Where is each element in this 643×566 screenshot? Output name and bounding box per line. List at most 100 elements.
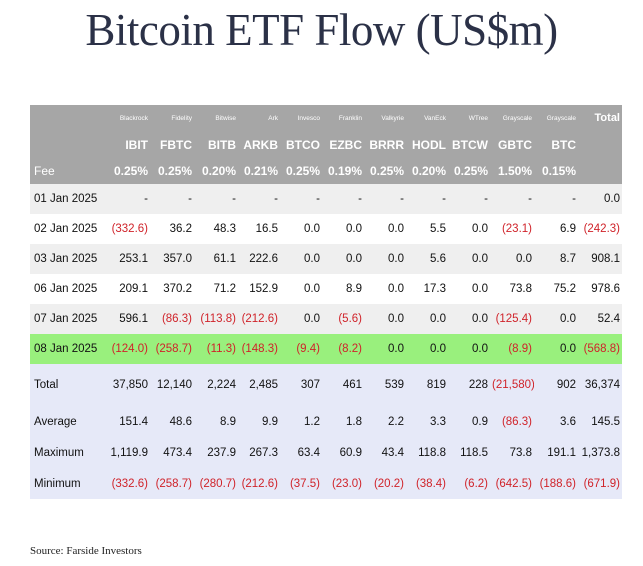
issuer-name: VanEck xyxy=(406,105,448,131)
summary-value: 2,224 xyxy=(194,364,238,406)
flow-value: 48.3 xyxy=(213,223,236,235)
summary-value: (37.5) xyxy=(280,468,322,499)
summary-value: 267.3 xyxy=(238,437,280,468)
summary-value: (38.4) xyxy=(406,468,448,499)
summary-total: 145.5 xyxy=(578,406,622,437)
flow-value: 5.6 xyxy=(406,244,448,274)
ticker-label: FBTC xyxy=(150,131,194,158)
summary-value: (21,580) xyxy=(490,364,534,406)
flow-value: 0.0 xyxy=(406,304,448,334)
flow-value: (148.3) xyxy=(238,334,280,364)
flow-value: 17.3 xyxy=(423,283,446,295)
summary-value: (332.6) xyxy=(105,468,150,499)
page-title: Bitcoin ETF Flow (US$m) xyxy=(85,5,558,55)
flow-value: 0.0 xyxy=(534,334,578,364)
flow-value: 0.0 xyxy=(346,223,362,235)
flow-value: - xyxy=(406,184,448,214)
flow-value: - xyxy=(105,184,150,214)
flow-value: - xyxy=(490,184,534,214)
flow-value: 253.1 xyxy=(105,244,150,274)
flow-value: - xyxy=(194,184,238,214)
fee-value: 0.25% xyxy=(105,158,150,184)
flow-value: - xyxy=(238,184,280,214)
flow-value: 0.0 xyxy=(304,283,320,295)
summary-value: 2,485 xyxy=(238,364,280,406)
summary-value: (6.2) xyxy=(448,468,490,499)
flow-value: 0.0 xyxy=(280,244,322,274)
summary-value: 307 xyxy=(280,364,322,406)
flow-value: 75.2 xyxy=(553,283,576,295)
flow-value: - xyxy=(448,184,490,214)
issuer-header-row: Blackrock Fidelity Bitwise Ark Invesco Frankl… xyxy=(30,105,622,131)
flow-value: 36.2 xyxy=(169,223,192,235)
issuer-name: Franklin xyxy=(322,105,364,131)
issuer-name: Fidelity xyxy=(150,105,194,131)
flow-value: 0.0 xyxy=(304,223,320,235)
flow-value: 0.0 xyxy=(448,304,490,334)
flow-value: 0.0 xyxy=(406,334,448,364)
issuer-name: Grayscale xyxy=(534,105,578,131)
summary-value: 37,850 xyxy=(105,364,150,406)
summary-value: 539 xyxy=(364,364,406,406)
row-date: 06 Jan 2025 xyxy=(34,283,98,295)
flow-value: (5.6) xyxy=(322,304,364,334)
issuer-name: Valkyrie xyxy=(364,105,406,131)
flow-value: (11.3) xyxy=(194,334,238,364)
summary-value: 151.4 xyxy=(105,406,150,437)
summary-value: 9.9 xyxy=(238,406,280,437)
ticker-label: GBTC xyxy=(490,131,534,158)
issuer-name: Bitwise xyxy=(194,105,238,131)
summary-total: (671.9) xyxy=(578,468,622,499)
flow-value: (9.4) xyxy=(280,334,322,364)
summary-value: 43.4 xyxy=(364,437,406,468)
flow-value: 6.9 xyxy=(560,223,576,235)
flow-value: 357.0 xyxy=(150,244,194,274)
ticker-label: HODL xyxy=(406,131,448,158)
ticker-label: BRRR xyxy=(364,131,406,158)
row-total: (568.8) xyxy=(578,334,622,364)
issuer-name: Blackrock xyxy=(105,105,150,131)
summary-value: (642.5) xyxy=(490,468,534,499)
fee-value: 0.20% xyxy=(406,158,448,184)
flow-value: (125.4) xyxy=(490,304,534,334)
flow-value: 0.0 xyxy=(472,223,488,235)
summary-value: 73.8 xyxy=(490,437,534,468)
flow-value: 71.2 xyxy=(213,283,236,295)
table-row: 08 Jan 2025 (124.0) (258.7) (11.3) (148.3) (9… xyxy=(30,334,622,364)
issuer-name: Ark xyxy=(238,105,280,131)
summary-value: 1.8 xyxy=(322,406,364,437)
flow-value: 0.0 xyxy=(448,244,490,274)
summary-value: 902 xyxy=(534,364,578,406)
ticker-header-row: IBIT FBTC BITB ARKB BTCO EZBC BRRR HODL BTCW GBTC… xyxy=(30,131,622,158)
summary-value: 60.9 xyxy=(322,437,364,468)
row-date: 08 Jan 2025 xyxy=(30,334,105,364)
summary-value: 118.8 xyxy=(406,437,448,468)
summary-value: (212.6) xyxy=(238,468,280,499)
flow-value: 0.0 xyxy=(280,304,322,334)
row-date: 07 Jan 2025 xyxy=(30,304,105,334)
flow-value: (23.1) xyxy=(501,223,532,235)
flow-value: 596.1 xyxy=(105,304,150,334)
summary-row: Total 37,850 12,140 2,224 2,485 307 461 539 819 2… xyxy=(30,364,622,406)
issuer-name: Invesco xyxy=(280,105,322,131)
flow-value: - xyxy=(280,184,322,214)
flow-value: (8.9) xyxy=(490,334,534,364)
summary-value: (23.0) xyxy=(322,468,364,499)
summary-row: Maximum 1,119.9 473.4 237.9 267.3 63.4 60.9 43.… xyxy=(30,437,622,468)
flow-value: 0.0 xyxy=(388,283,404,295)
header-corner xyxy=(30,131,105,158)
summary-label: Average xyxy=(30,406,105,437)
fee-value: 1.50% xyxy=(490,158,534,184)
flow-value: 152.9 xyxy=(249,283,278,295)
header-corner xyxy=(30,105,105,131)
fee-label: Fee xyxy=(30,158,105,184)
summary-value: 461 xyxy=(322,364,364,406)
ticker-label: IBIT xyxy=(105,131,150,158)
summary-value: (86.3) xyxy=(490,406,534,437)
summary-value: 48.6 xyxy=(150,406,194,437)
fee-row: Fee 0.25% 0.25% 0.20% 0.21% 0.25% 0.19% 0.25% 0.… xyxy=(30,158,622,184)
summary-label: Maximum xyxy=(30,437,105,468)
summary-value: 819 xyxy=(406,364,448,406)
fee-value: 0.25% xyxy=(150,158,194,184)
summary-value: 473.4 xyxy=(150,437,194,468)
